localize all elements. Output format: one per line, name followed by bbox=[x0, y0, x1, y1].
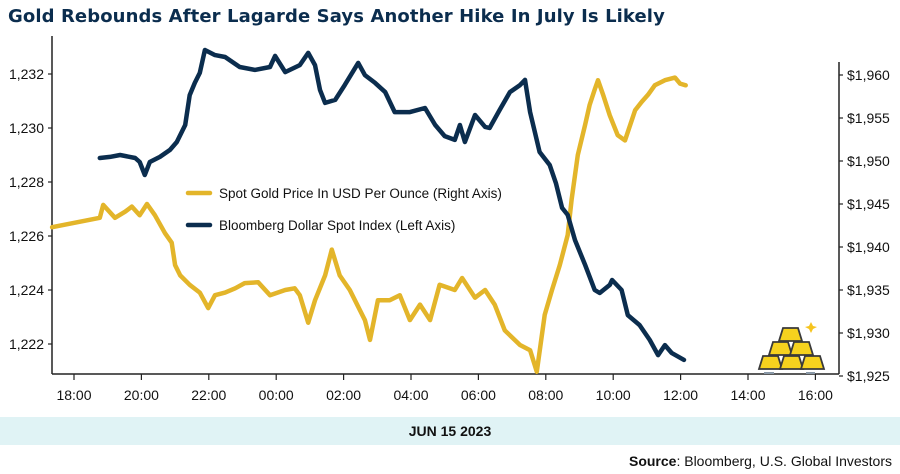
gold-bar bbox=[767, 341, 794, 356]
x-tick-label: 16:00 bbox=[798, 387, 833, 403]
x-tick-label: 06:00 bbox=[461, 387, 496, 403]
gold-series bbox=[49, 75, 688, 374]
source-note: Source: Bloomberg, U.S. Global Investors bbox=[629, 453, 892, 469]
right-tick-label: $1,935 bbox=[847, 282, 890, 298]
x-tick-label: 22:00 bbox=[191, 387, 226, 403]
x-tick-label: 12:00 bbox=[663, 387, 698, 403]
x-tick-label: 02:00 bbox=[326, 387, 361, 403]
left-tick-label: 1,226 bbox=[9, 228, 44, 244]
left-tick-label: 1,230 bbox=[9, 120, 44, 136]
x-axis-label: JUN 15 2023 bbox=[408, 423, 492, 439]
left-tick-label: 1,232 bbox=[9, 66, 44, 82]
sparkle-icon bbox=[805, 322, 817, 333]
legend-label: Spot Gold Price In USD Per Ounce (Right … bbox=[219, 186, 502, 201]
x-tick-label: 04:00 bbox=[393, 387, 428, 403]
left-tick-label: 1,228 bbox=[9, 174, 44, 190]
x-tick-label: 14:00 bbox=[730, 387, 765, 403]
dollar-series bbox=[97, 47, 687, 363]
gold-bar bbox=[778, 355, 805, 370]
right-tick-label: $1,950 bbox=[847, 153, 890, 169]
dollar-line bbox=[97, 47, 687, 363]
right-tick-label: $1,945 bbox=[847, 196, 890, 212]
right-tick-label: $1,930 bbox=[847, 325, 890, 341]
x-tick-label: 08:00 bbox=[528, 387, 563, 403]
gold-bar bbox=[777, 327, 804, 342]
date-banner: JUN 15 2023 bbox=[0, 417, 900, 445]
x-tick-label: 18:00 bbox=[56, 387, 91, 403]
legend-label: Bloomberg Dollar Spot Index (Left Axis) bbox=[219, 218, 455, 233]
gold-bar bbox=[788, 341, 815, 356]
right-tick-label: $1,960 bbox=[847, 67, 890, 83]
chart-title: Gold Rebounds After Lagarde Says Another… bbox=[8, 6, 665, 27]
right-tick-label: $1,925 bbox=[847, 368, 890, 384]
source-text: : Bloomberg, U.S. Global Investors bbox=[676, 453, 892, 469]
x-tick-label: 20:00 bbox=[124, 387, 159, 403]
gold-bars-icon bbox=[757, 322, 826, 374]
gold-bar bbox=[757, 355, 784, 370]
x-tick-label: 10:00 bbox=[596, 387, 631, 403]
x-tick-label: 00:00 bbox=[259, 387, 294, 403]
left-tick-label: 1,222 bbox=[9, 336, 44, 352]
left-tick-label: 1,224 bbox=[9, 282, 44, 298]
right-tick-label: $1,940 bbox=[847, 239, 890, 255]
right-tick-label: $1,955 bbox=[847, 110, 890, 126]
source-label: Source bbox=[628, 453, 677, 469]
gold-bar bbox=[799, 355, 826, 370]
